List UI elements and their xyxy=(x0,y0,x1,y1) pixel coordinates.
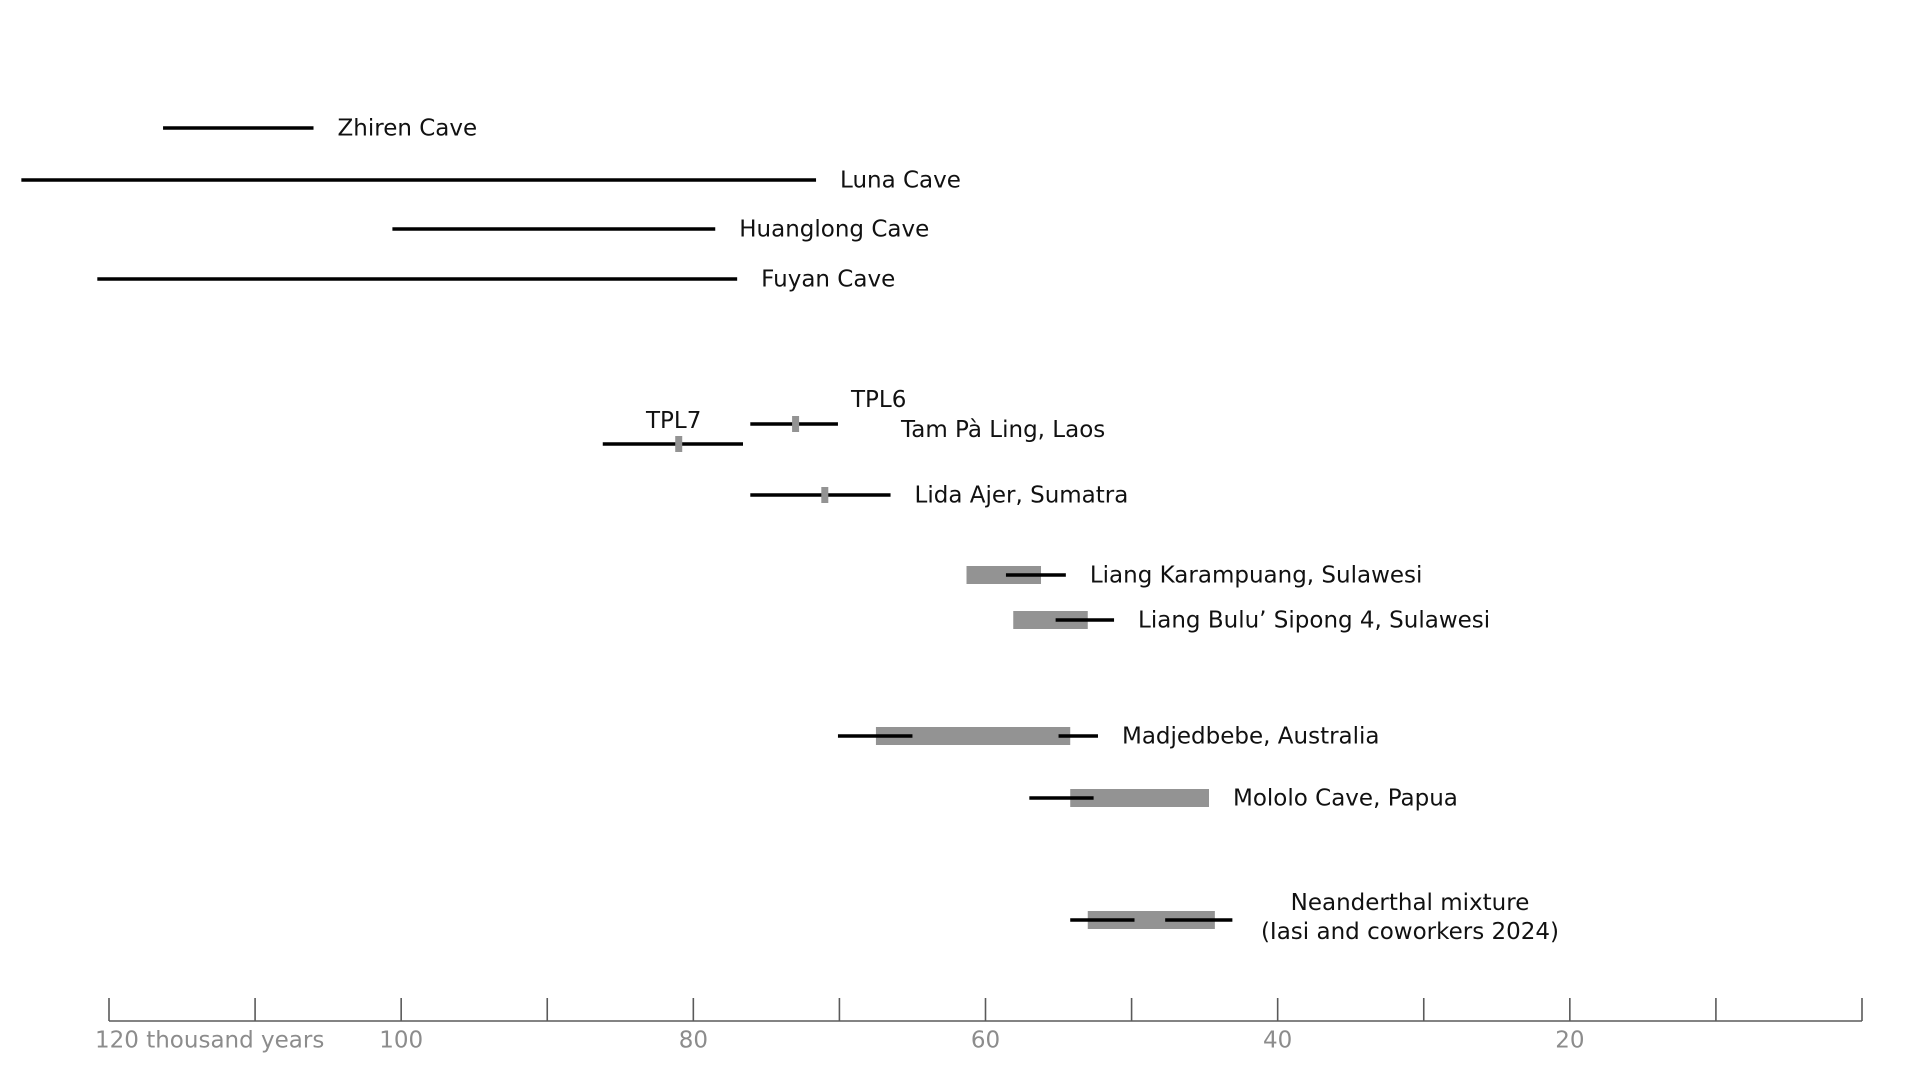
madjedbebe-estimate-bar xyxy=(875,727,1071,745)
neanderthal-label-line: Neanderthal mixture xyxy=(1291,890,1530,916)
zhiren-label: Zhiren Cave xyxy=(338,116,478,142)
huanglong-label: Huanglong Cave xyxy=(739,217,929,243)
liang-karampuang-estimate-bar xyxy=(966,566,1042,584)
chart-marks: Zhiren Cave Luna Cave Huanglong Cave Fuyan … xyxy=(21,116,1559,945)
liang-bulu-sipong-estimate-bar xyxy=(1013,611,1088,629)
liang-bulu-sipong-label: Liang Bulu’ Sipong 4, Sulawesi xyxy=(1138,608,1490,634)
lida-ajer-label: Lida Ajer, Sumatra xyxy=(915,483,1129,509)
liang-karampuang-label: Liang Karampuang, Sulawesi xyxy=(1090,563,1423,589)
tpl6-label: TPL6 xyxy=(850,387,906,413)
lida-ajer-point-marker xyxy=(821,487,829,503)
mololo-label: Mololo Cave, Papua xyxy=(1233,786,1458,812)
tpl7-label: TPL7 xyxy=(645,408,701,434)
neanderthal-label: Neanderthal mixture (Iasi and coworkers 2… xyxy=(1261,890,1559,945)
tpl7-point-marker xyxy=(675,436,683,452)
neanderthal-estimate-bar xyxy=(1087,911,1215,929)
fuyan-label: Fuyan Cave xyxy=(761,267,895,293)
x-tick-label: 100 xyxy=(379,1028,423,1054)
tam-pa-ling-label: Tam Pà Ling, Laos xyxy=(900,417,1105,443)
x-tick-label: 40 xyxy=(1263,1028,1292,1054)
luna-label: Luna Cave xyxy=(840,168,961,194)
x-tick-label: 20 xyxy=(1555,1028,1584,1054)
madjedbebe-label: Madjedbebe, Australia xyxy=(1122,724,1380,750)
x-axis: 120 thousand years 100 80 60 40 20 xyxy=(95,998,1863,1054)
x-tick-label: 120 thousand years xyxy=(95,1028,324,1054)
x-tick-label: 80 xyxy=(679,1028,708,1054)
tpl6-point-marker xyxy=(792,416,800,432)
neanderthal-label-line: (Iasi and coworkers 2024) xyxy=(1261,919,1559,945)
mololo-estimate-bar xyxy=(1070,789,1210,807)
x-tick-label: 60 xyxy=(971,1028,1000,1054)
